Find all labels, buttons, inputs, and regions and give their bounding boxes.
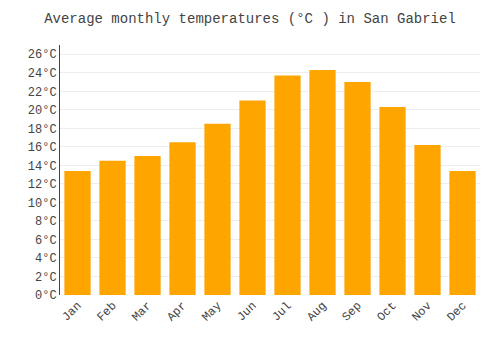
svg-text:Mar: Mar (129, 299, 154, 324)
svg-text:May: May (199, 299, 224, 324)
svg-text:10°C: 10°C (28, 197, 57, 211)
svg-text:14°C: 14°C (28, 160, 57, 174)
svg-text:20°C: 20°C (28, 104, 57, 118)
svg-text:Dec: Dec (444, 299, 469, 324)
svg-text:22°C: 22°C (28, 86, 57, 100)
svg-text:Average monthly temperatures (: Average monthly temperatures (°C ) in Sa… (44, 11, 456, 27)
svg-text:24°C: 24°C (28, 67, 57, 81)
svg-text:6°C: 6°C (35, 234, 57, 248)
svg-text:Sep: Sep (339, 299, 364, 324)
svg-text:Feb: Feb (94, 299, 119, 324)
svg-text:Aug: Aug (304, 299, 329, 324)
svg-text:Apr: Apr (164, 299, 189, 324)
svg-text:Jul: Jul (269, 299, 294, 324)
svg-text:Nov: Nov (409, 299, 434, 324)
svg-text:18°C: 18°C (28, 123, 57, 137)
svg-text:Oct: Oct (374, 299, 399, 324)
svg-text:Jan: Jan (59, 299, 84, 324)
svg-text:8°C: 8°C (35, 215, 57, 229)
svg-text:26°C: 26°C (28, 48, 57, 62)
svg-text:Jun: Jun (234, 299, 259, 324)
svg-text:16°C: 16°C (28, 141, 57, 155)
svg-text:12°C: 12°C (28, 178, 57, 192)
svg-text:0°C: 0°C (35, 289, 57, 303)
svg-text:2°C: 2°C (35, 271, 57, 285)
svg-text:4°C: 4°C (35, 252, 57, 266)
